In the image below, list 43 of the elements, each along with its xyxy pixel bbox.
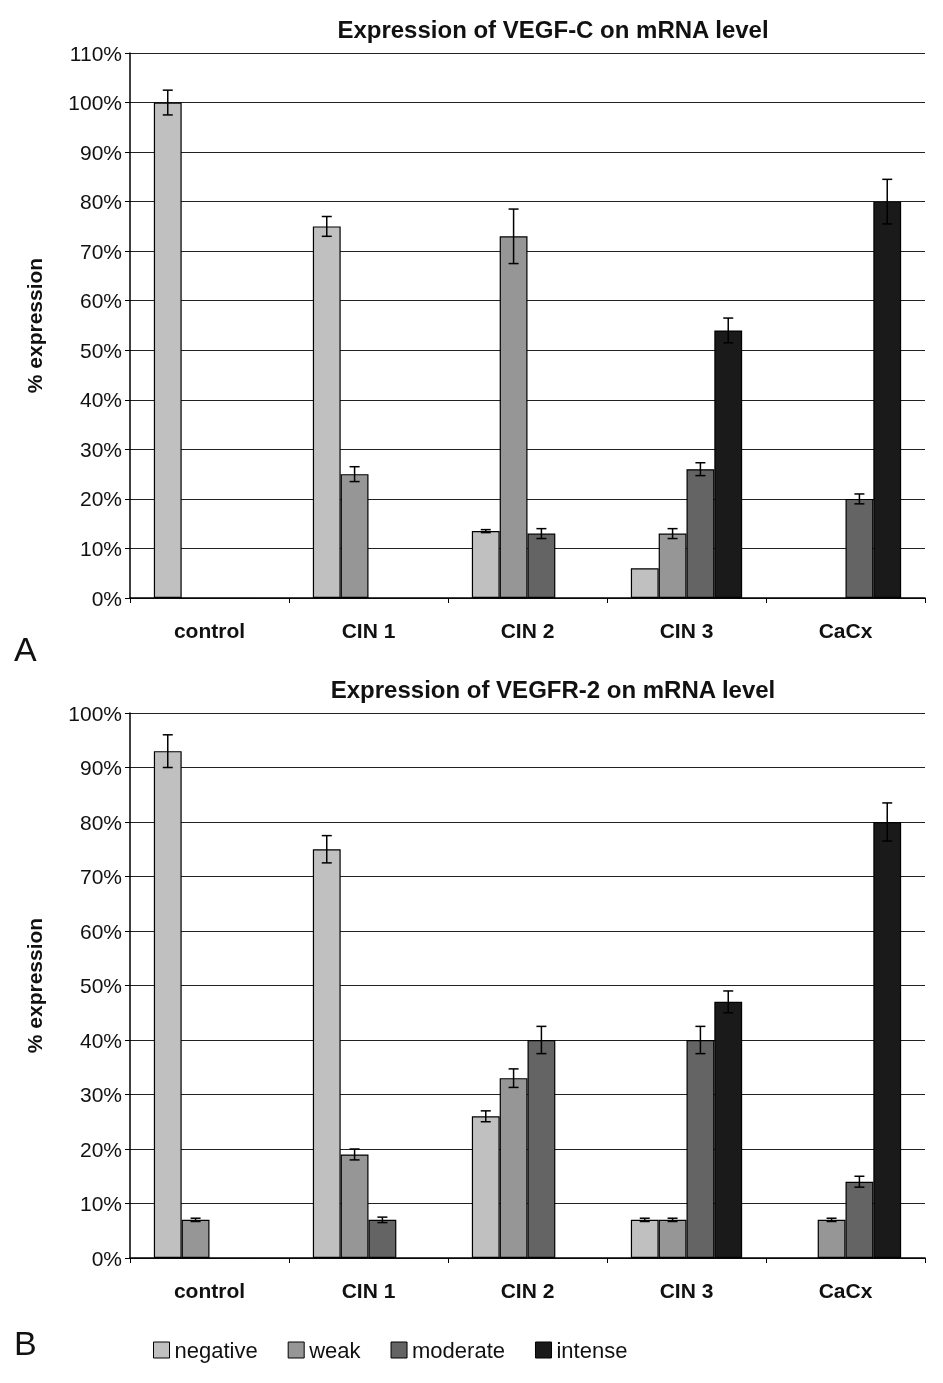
x-tick-label: CIN 3: [659, 619, 714, 642]
y-tick-label: 90%: [79, 756, 122, 779]
y-tick-label: 100%: [68, 91, 122, 115]
y-axis-title: % expression: [23, 257, 46, 394]
y-tick-label: 70%: [79, 865, 122, 888]
y-tick-label: 60%: [79, 289, 122, 313]
legend-label: intense: [556, 1337, 628, 1363]
y-tick-label: 30%: [79, 1083, 122, 1106]
y-tick-label: 110%: [69, 41, 122, 65]
x-tick-label: CIN 2: [500, 619, 555, 642]
y-tick-label: 20%: [79, 1137, 122, 1161]
y-tick-label: 30%: [79, 437, 122, 461]
y-tick-label: 0%: [91, 1246, 122, 1270]
x-tick-label: CIN 3: [659, 1279, 714, 1302]
x-tick-label: CIN 1: [341, 1279, 396, 1302]
y-tick-label: 0%: [91, 586, 122, 610]
x-tick-label: CaCx: [818, 619, 873, 642]
y-tick-label: 90%: [79, 140, 122, 164]
y-tick-label: 40%: [79, 1028, 122, 1052]
x-tick-label: CaCx: [818, 1279, 873, 1302]
y-tick-label: 20%: [79, 487, 122, 511]
chart-title: Expression of VEGFR-2 on mRNA level: [330, 675, 776, 703]
y-tick-label: 80%: [79, 810, 122, 834]
y-tick-label: 50%: [79, 974, 122, 997]
legend-label: weak: [308, 1337, 362, 1363]
text: B: [14, 1324, 37, 1362]
x-tick-label: control: [173, 619, 246, 642]
y-tick-label: 60%: [79, 919, 122, 943]
x-tick-label: CIN 1: [341, 619, 396, 642]
y-axis-title: % expression: [23, 917, 46, 1054]
y-tick-label: 10%: [79, 536, 122, 560]
y-tick-label: 80%: [79, 190, 122, 214]
x-tick-label: control: [173, 1279, 246, 1302]
y-tick-label: 100%: [68, 701, 122, 725]
y-tick-label: 50%: [79, 338, 122, 362]
y-tick-label: 40%: [79, 388, 122, 412]
y-tick-label: 70%: [79, 239, 122, 263]
legend-label: moderate: [412, 1337, 505, 1363]
text: A: [14, 630, 37, 668]
chart-title: Expression of VEGF-C on mRNA level: [337, 15, 769, 43]
x-tick-label: CIN 2: [500, 1279, 555, 1302]
y-tick-label: 10%: [79, 1192, 122, 1215]
legend-label: negative: [174, 1337, 258, 1363]
